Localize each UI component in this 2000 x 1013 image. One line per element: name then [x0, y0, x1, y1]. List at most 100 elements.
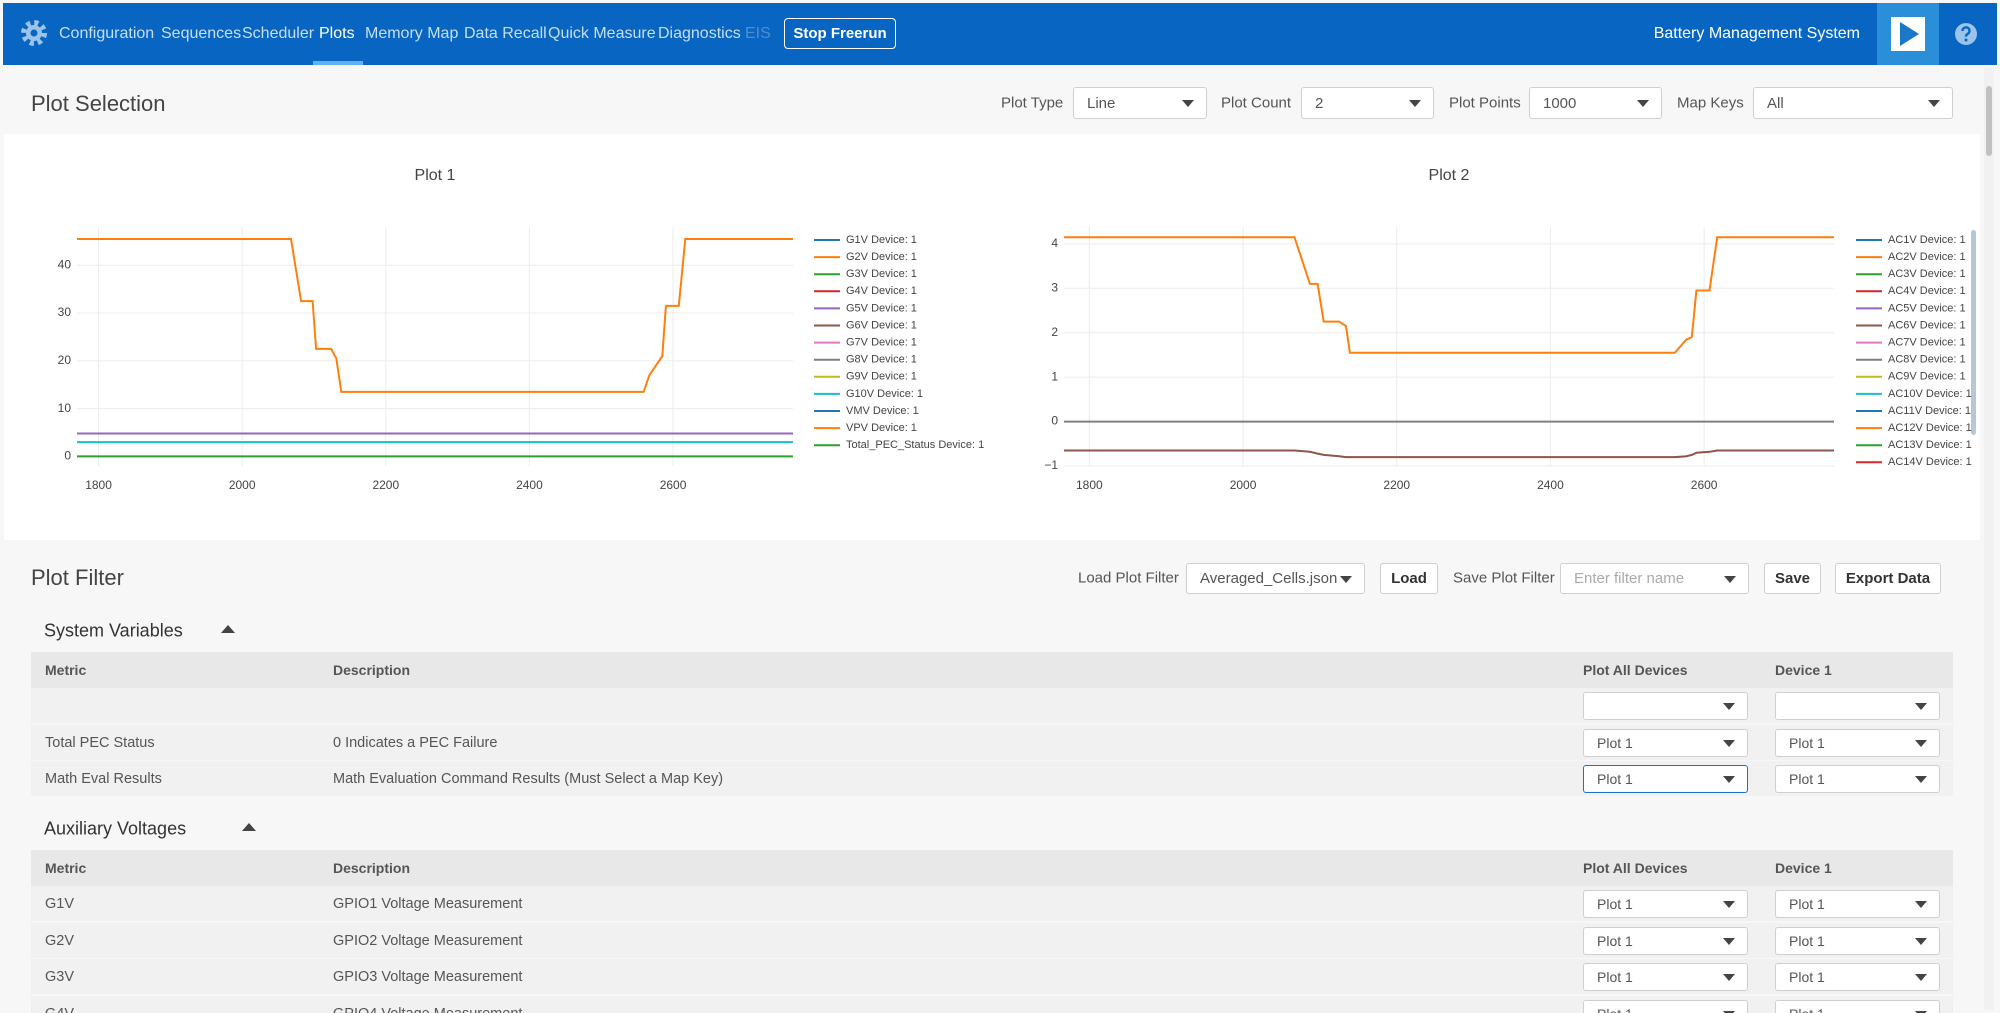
legend-label: AC14V Device: 1: [1888, 456, 1972, 468]
row-dropdown[interactable]: Plot 1: [1583, 728, 1748, 757]
top-bar: [3, 3, 1997, 65]
column-header: Description: [333, 662, 411, 678]
column-header: Device 1: [1775, 860, 1832, 876]
section-header[interactable]: Auxiliary Voltages: [44, 818, 187, 839]
nav-item[interactable]: Memory Map: [365, 25, 459, 42]
nav-item[interactable]: Plots: [319, 25, 355, 42]
row-dropdown[interactable]: [1775, 692, 1940, 720]
y-tick-label: 3: [1051, 280, 1058, 294]
legend-label: G7V Device: 1: [846, 337, 917, 349]
scrollbar: [1984, 68, 1994, 1010]
nav-item[interactable]: Data Recall: [464, 25, 547, 42]
section-title: Plot Filter: [31, 565, 124, 590]
row-dropdown[interactable]: Plot 1: [1775, 926, 1940, 955]
filter-name-input[interactable]: Enter filter name: [1560, 563, 1749, 594]
legend-label: G10V Device: 1: [846, 388, 923, 400]
nav-active-indicator: [313, 61, 363, 65]
column-header: Device 1: [1775, 662, 1832, 678]
legend-label: AC8V Device: 1: [1888, 354, 1966, 366]
x-tick-label: 2400: [1537, 478, 1564, 492]
table-header: [31, 850, 1953, 886]
row-dropdown[interactable]: Plot 1: [1775, 999, 1940, 1013]
export-button[interactable]: Export Data: [1835, 563, 1941, 594]
row-dropdown[interactable]: [1583, 692, 1748, 720]
row-dropdown[interactable]: Plot 1: [1583, 999, 1748, 1013]
row-dropdown[interactable]: Plot 1: [1775, 890, 1940, 918]
x-tick-label: 2000: [229, 478, 256, 492]
x-tick-label: 2200: [372, 478, 399, 492]
load-button[interactable]: Load: [1380, 563, 1438, 594]
nav-item[interactable]: Diagnostics: [658, 25, 741, 42]
legend-label: AC1V Device: 1: [1888, 234, 1966, 246]
nav-item[interactable]: Scheduler: [242, 25, 315, 42]
legend-label: G3V Device: 1: [846, 268, 917, 280]
dropdown[interactable]: All: [1753, 87, 1953, 119]
collapse-caret[interactable]: [241, 823, 256, 831]
table-cell: G1V: [45, 896, 75, 912]
section-title: Plot Selection: [31, 91, 166, 116]
scroll-thumb: [1986, 86, 1992, 156]
chart-title: Plot 2: [1429, 167, 1470, 184]
column-header: Plot All Devices: [1583, 662, 1688, 678]
dropdown[interactable]: 1000: [1529, 87, 1662, 119]
table-cell: Math Eval Results: [45, 771, 162, 787]
row-dropdown[interactable]: Plot 1: [1583, 890, 1748, 918]
series-line: [1064, 449, 1834, 459]
nav-item[interactable]: Quick Measure: [548, 25, 656, 42]
dropdown[interactable]: 2: [1301, 87, 1434, 119]
y-tick-label: 2: [1051, 325, 1058, 339]
nav-item[interactable]: Sequences: [161, 25, 242, 42]
legend-label: VPV Device: 1: [846, 422, 917, 434]
chart-title: Plot 1: [415, 167, 456, 184]
legend-label: G1V Device: 1: [846, 234, 917, 246]
collapse-caret[interactable]: [221, 625, 236, 633]
dropdown[interactable]: Averaged_Cells.json: [1186, 563, 1365, 594]
legend-label: AC10V Device: 1: [1888, 388, 1972, 400]
row-dropdown[interactable]: Plot 1: [1775, 963, 1940, 991]
row-dropdown[interactable]: Plot 1: [1583, 765, 1748, 793]
x-tick-label: 2200: [1383, 478, 1410, 492]
table-cell: GPIO2 Voltage Measurement: [333, 932, 523, 949]
settings-icon[interactable]: [19, 18, 49, 48]
legend-label: AC2V Device: 1: [1888, 251, 1966, 263]
x-tick-label: 2600: [660, 478, 687, 492]
legend-label: AC7V Device: 1: [1888, 337, 1966, 349]
table-cell: GPIO3 Voltage Measurement: [333, 969, 523, 985]
save-button[interactable]: Save: [1764, 563, 1821, 594]
series-line: [77, 238, 793, 393]
control-label: Plot Count: [1221, 94, 1292, 112]
table-cell: G2V: [45, 932, 75, 949]
legend-label: AC13V Device: 1: [1888, 439, 1972, 451]
nav-item[interactable]: Configuration: [59, 25, 155, 42]
y-tick-label: 0: [64, 449, 71, 463]
legend-label: AC3V Device: 1: [1888, 268, 1966, 280]
x-tick-label: 1800: [85, 478, 112, 492]
table-cell: Math Evaluation Command Results (Must Se…: [333, 771, 724, 787]
y-tick-label: −1: [1044, 458, 1058, 472]
chart-panel: [4, 134, 1980, 540]
column-header: Metric: [45, 662, 87, 678]
legend-label: Total_PEC_Status Device: 1: [846, 439, 984, 451]
legend-label: G9V Device: 1: [846, 371, 917, 383]
legend-label: AC9V Device: 1: [1888, 371, 1966, 383]
column-header: Metric: [45, 860, 87, 876]
stop-freerun-button[interactable]: Stop Freerun: [784, 18, 896, 49]
dropdown[interactable]: Line: [1073, 87, 1207, 119]
legend-label: AC5V Device: 1: [1888, 302, 1966, 314]
help-icon[interactable]: [1953, 21, 1979, 47]
legend-label: AC4V Device: 1: [1888, 285, 1966, 297]
table-cell: G4V: [45, 1006, 74, 1013]
row-dropdown[interactable]: Plot 1: [1583, 963, 1748, 991]
inner-scroll-thumb: [1971, 230, 1976, 435]
play-button[interactable]: [1877, 3, 1939, 65]
row-dropdown[interactable]: Plot 1: [1583, 926, 1748, 955]
x-tick-label: 2600: [1691, 478, 1718, 492]
table-cell: GPIO1 Voltage Measurement: [333, 896, 523, 912]
nav-item[interactable]: EIS: [745, 25, 771, 42]
row-dropdown[interactable]: Plot 1: [1775, 765, 1940, 793]
y-tick-label: 1: [1051, 369, 1058, 383]
row-dropdown[interactable]: Plot 1: [1775, 728, 1940, 757]
section-header[interactable]: System Variables: [44, 620, 183, 641]
